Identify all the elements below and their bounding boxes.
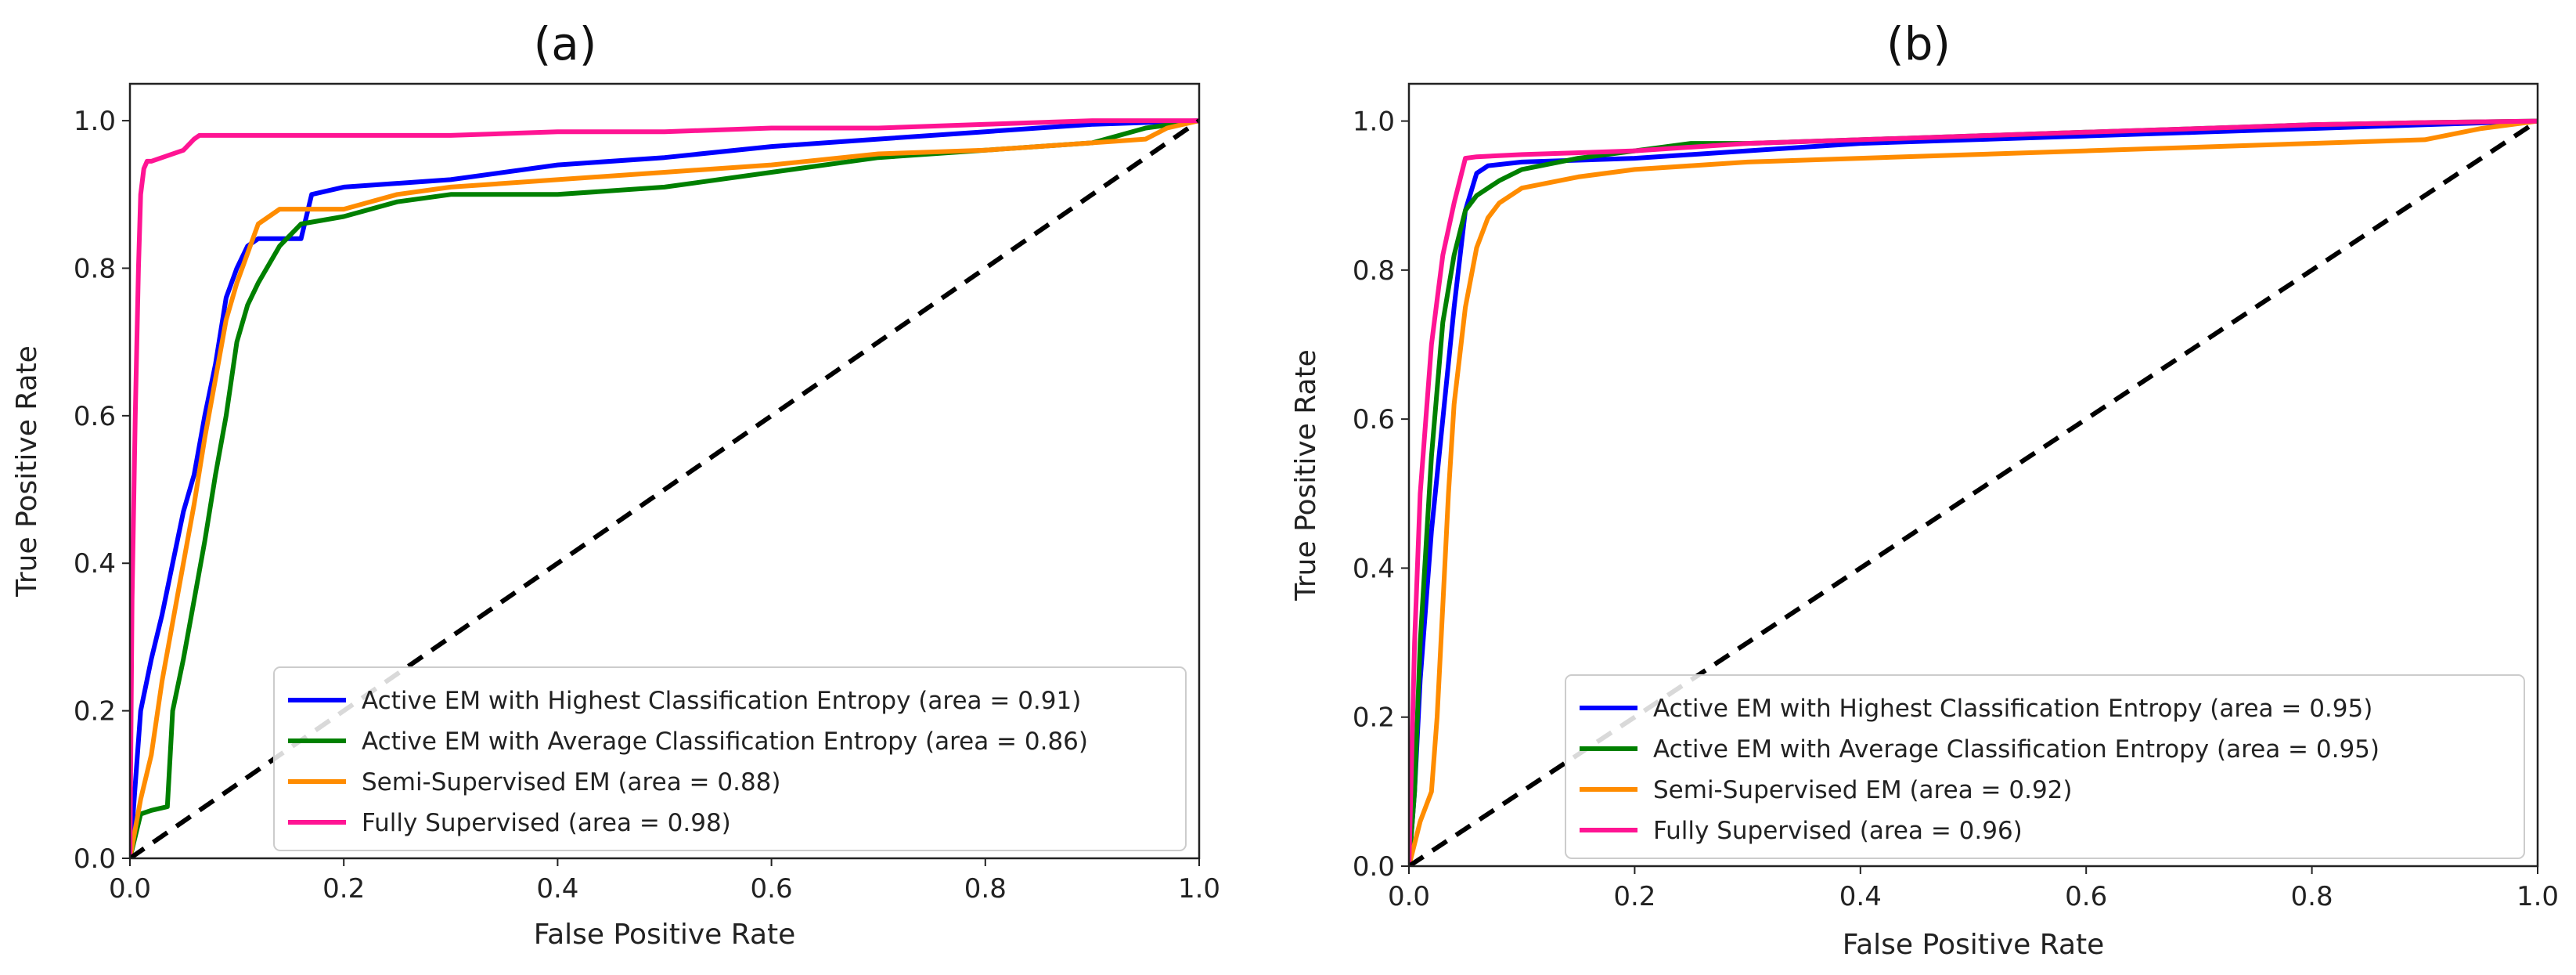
x-tick-label: 1.0 bbox=[1178, 873, 1220, 905]
x-tick-label: 0.6 bbox=[751, 873, 793, 905]
y-tick-label: 1.0 bbox=[74, 106, 116, 137]
y-tick-label: 0.6 bbox=[74, 401, 116, 432]
series-line-4 bbox=[1409, 118, 2538, 866]
chance-diagonal-line bbox=[130, 118, 1199, 858]
series-line-2 bbox=[130, 118, 1199, 858]
legend-label-2: Active EM with Average Classification En… bbox=[362, 728, 1088, 756]
legend-label-3: Semi-Supervised EM (area = 0.92) bbox=[1653, 776, 2073, 804]
legend-box bbox=[273, 666, 1187, 851]
panel-b: (b) 0.0 0.2 0.4 0.6 0.8 1.0 0.0 0.2 0.4 0.6 0.8 1.0 F… bbox=[1290, 17, 2559, 961]
y-tick-label: 0.0 bbox=[1353, 851, 1395, 883]
plot-area bbox=[130, 118, 1199, 858]
legend-label-4: Fully Supervised (area = 0.98) bbox=[362, 809, 731, 837]
legend-label-3: Semi-Supervised EM (area = 0.88) bbox=[362, 768, 781, 796]
x-tick-label: 1.0 bbox=[2517, 881, 2559, 912]
y-tick-label: 0.2 bbox=[74, 696, 116, 728]
panel-title: (b) bbox=[1886, 17, 1951, 70]
x-tick-label: 0.0 bbox=[109, 873, 151, 905]
series-line-1 bbox=[1409, 118, 2538, 866]
x-tick-label: 0.2 bbox=[1613, 881, 1655, 912]
x-tick-label: 0.8 bbox=[2291, 881, 2333, 912]
x-axis-label: False Positive Rate bbox=[534, 919, 796, 951]
x-axis-label: False Positive Rate bbox=[1843, 929, 2105, 961]
y-axis-label: True Positive Rate bbox=[11, 345, 43, 598]
x-tick-label: 0.4 bbox=[1839, 881, 1882, 912]
y-tick-label: 0.4 bbox=[74, 548, 116, 580]
y-tick-label: 1.0 bbox=[1353, 107, 1395, 138]
axes-frame bbox=[1407, 82, 2539, 868]
y-tick-label: 0.8 bbox=[1353, 255, 1395, 287]
x-tick-label: 0.8 bbox=[964, 873, 1007, 905]
plot-area bbox=[1409, 118, 2538, 866]
y-tick-label: 0.6 bbox=[1353, 404, 1395, 435]
series-line-3 bbox=[1409, 118, 2538, 866]
legend-label-1: Active EM with Highest Classification En… bbox=[1653, 695, 2372, 723]
x-tick-label: 0.0 bbox=[1388, 881, 1430, 912]
legend: Active EM with Highest Classification En… bbox=[273, 666, 1187, 851]
panel-a: (a) 0.0 0.2 0.4 0.6 0.8 1.0 0.0 0.2 0.4 0.6 0.8 1.0 F… bbox=[11, 17, 1220, 951]
x-tick-label: 0.4 bbox=[536, 873, 578, 905]
y-tick-label: 0.2 bbox=[1353, 702, 1395, 734]
legend-label-2: Active EM with Average Classification En… bbox=[1653, 735, 2380, 764]
y-tick-label: 0.4 bbox=[1353, 553, 1395, 584]
x-tick-label: 0.2 bbox=[322, 873, 365, 905]
panel-title: (a) bbox=[534, 17, 597, 70]
y-tick-label: 0.8 bbox=[74, 253, 116, 284]
axes-frame bbox=[128, 82, 1201, 860]
y-tick-label: 0.0 bbox=[74, 843, 116, 875]
y-axis-label: True Positive Rate bbox=[1290, 349, 1322, 601]
series-line-3 bbox=[130, 118, 1199, 858]
legend-label-1: Active EM with Highest Classification En… bbox=[362, 687, 1081, 715]
series-line-4 bbox=[130, 118, 1199, 858]
legend: Active EM with Highest Classification En… bbox=[1565, 674, 2525, 859]
legend-box bbox=[1565, 674, 2525, 859]
x-tick-label: 0.6 bbox=[2065, 881, 2107, 912]
legend-label-4: Fully Supervised (area = 0.96) bbox=[1653, 817, 2023, 845]
